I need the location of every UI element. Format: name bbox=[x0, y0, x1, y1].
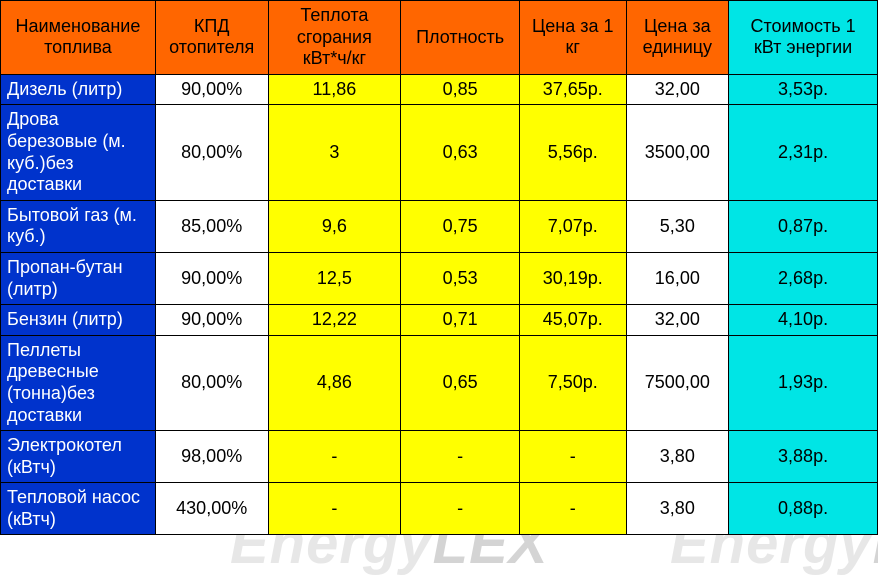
data-cell: 0,63 bbox=[401, 105, 520, 200]
data-cell: 0,53 bbox=[401, 252, 520, 304]
data-cell: 85,00% bbox=[155, 200, 268, 252]
data-cell: 7,50р. bbox=[519, 335, 626, 430]
table-row: Дрова березовые (м. куб.)без доставки80,… bbox=[1, 105, 878, 200]
data-cell: 16,00 bbox=[626, 252, 729, 304]
fuel-name-cell: Пропан-бутан (литр) bbox=[1, 252, 156, 304]
fuel-name-cell: Электрокотел (кВтч) bbox=[1, 431, 156, 483]
data-cell: 3,80 bbox=[626, 431, 729, 483]
data-cell: 80,00% bbox=[155, 105, 268, 200]
fuel-name-cell: Дизель (литр) bbox=[1, 74, 156, 105]
data-cell: 2,31р. bbox=[729, 105, 878, 200]
data-cell: 90,00% bbox=[155, 74, 268, 105]
col-header: Наименование топлива bbox=[1, 1, 156, 75]
table-row: Пеллеты древесные (тонна)без доставки80,… bbox=[1, 335, 878, 430]
fuel-name-cell: Бытовой газ (м. куб.) bbox=[1, 200, 156, 252]
table-row: Дизель (литр)90,00%11,860,8537,65р.32,00… bbox=[1, 74, 878, 105]
data-cell: 3,80 bbox=[626, 483, 729, 535]
data-cell: 12,5 bbox=[268, 252, 401, 304]
data-cell: 98,00% bbox=[155, 431, 268, 483]
data-cell: 1,93р. bbox=[729, 335, 878, 430]
data-cell: 0,71 bbox=[401, 305, 520, 336]
table-row: Бытовой газ (м. куб.)85,00%9,60,757,07р.… bbox=[1, 200, 878, 252]
data-cell: 2,68р. bbox=[729, 252, 878, 304]
data-cell: - bbox=[519, 483, 626, 535]
data-cell: 90,00% bbox=[155, 252, 268, 304]
data-cell: - bbox=[401, 483, 520, 535]
data-cell: 0,85 bbox=[401, 74, 520, 105]
data-cell: 11,86 bbox=[268, 74, 401, 105]
table-header: Наименование топлива КПД отопителя Тепло… bbox=[1, 1, 878, 75]
table-body: Дизель (литр)90,00%11,860,8537,65р.32,00… bbox=[1, 74, 878, 535]
col-header: Цена за 1 кг bbox=[519, 1, 626, 75]
data-cell: 3 bbox=[268, 105, 401, 200]
data-cell: 30,19р. bbox=[519, 252, 626, 304]
fuel-cost-table: Наименование топлива КПД отопителя Тепло… bbox=[0, 0, 878, 535]
col-header: Стоимость 1 кВт энергии bbox=[729, 1, 878, 75]
data-cell: 0,88р. bbox=[729, 483, 878, 535]
data-cell: 9,6 bbox=[268, 200, 401, 252]
fuel-name-cell: Пеллеты древесные (тонна)без доставки bbox=[1, 335, 156, 430]
data-cell: 37,65р. bbox=[519, 74, 626, 105]
data-cell: - bbox=[401, 431, 520, 483]
data-cell: 3,53р. bbox=[729, 74, 878, 105]
data-cell: 430,00% bbox=[155, 483, 268, 535]
data-cell: 12,22 bbox=[268, 305, 401, 336]
data-cell: 7500,00 bbox=[626, 335, 729, 430]
data-cell: 0,75 bbox=[401, 200, 520, 252]
data-cell: 5,56р. bbox=[519, 105, 626, 200]
data-cell: 4,10р. bbox=[729, 305, 878, 336]
data-cell: 3,88р. bbox=[729, 431, 878, 483]
table-row: Электрокотел (кВтч)98,00%---3,803,88р. bbox=[1, 431, 878, 483]
data-cell: - bbox=[519, 431, 626, 483]
table-row: Пропан-бутан (литр)90,00%12,50,5330,19р.… bbox=[1, 252, 878, 304]
col-header: Цена за единицу bbox=[626, 1, 729, 75]
data-cell: 32,00 bbox=[626, 74, 729, 105]
col-header: КПД отопителя bbox=[155, 1, 268, 75]
data-cell: 80,00% bbox=[155, 335, 268, 430]
col-header: Плотность bbox=[401, 1, 520, 75]
fuel-name-cell: Дрова березовые (м. куб.)без доставки bbox=[1, 105, 156, 200]
data-cell: 45,07р. bbox=[519, 305, 626, 336]
col-header: Теплота сгорания кВт*ч/кг bbox=[268, 1, 401, 75]
data-cell: 0,87р. bbox=[729, 200, 878, 252]
data-cell: 0,65 bbox=[401, 335, 520, 430]
data-cell: 7,07р. bbox=[519, 200, 626, 252]
data-cell: 32,00 bbox=[626, 305, 729, 336]
table-row: Тепловой насос (кВтч)430,00%---3,800,88р… bbox=[1, 483, 878, 535]
data-cell: 5,30 bbox=[626, 200, 729, 252]
fuel-name-cell: Бензин (литр) bbox=[1, 305, 156, 336]
data-cell: - bbox=[268, 431, 401, 483]
table-row: Бензин (литр)90,00%12,220,7145,07р.32,00… bbox=[1, 305, 878, 336]
data-cell: 90,00% bbox=[155, 305, 268, 336]
fuel-name-cell: Тепловой насос (кВтч) bbox=[1, 483, 156, 535]
data-cell: 4,86 bbox=[268, 335, 401, 430]
data-cell: 3500,00 bbox=[626, 105, 729, 200]
data-cell: - bbox=[268, 483, 401, 535]
